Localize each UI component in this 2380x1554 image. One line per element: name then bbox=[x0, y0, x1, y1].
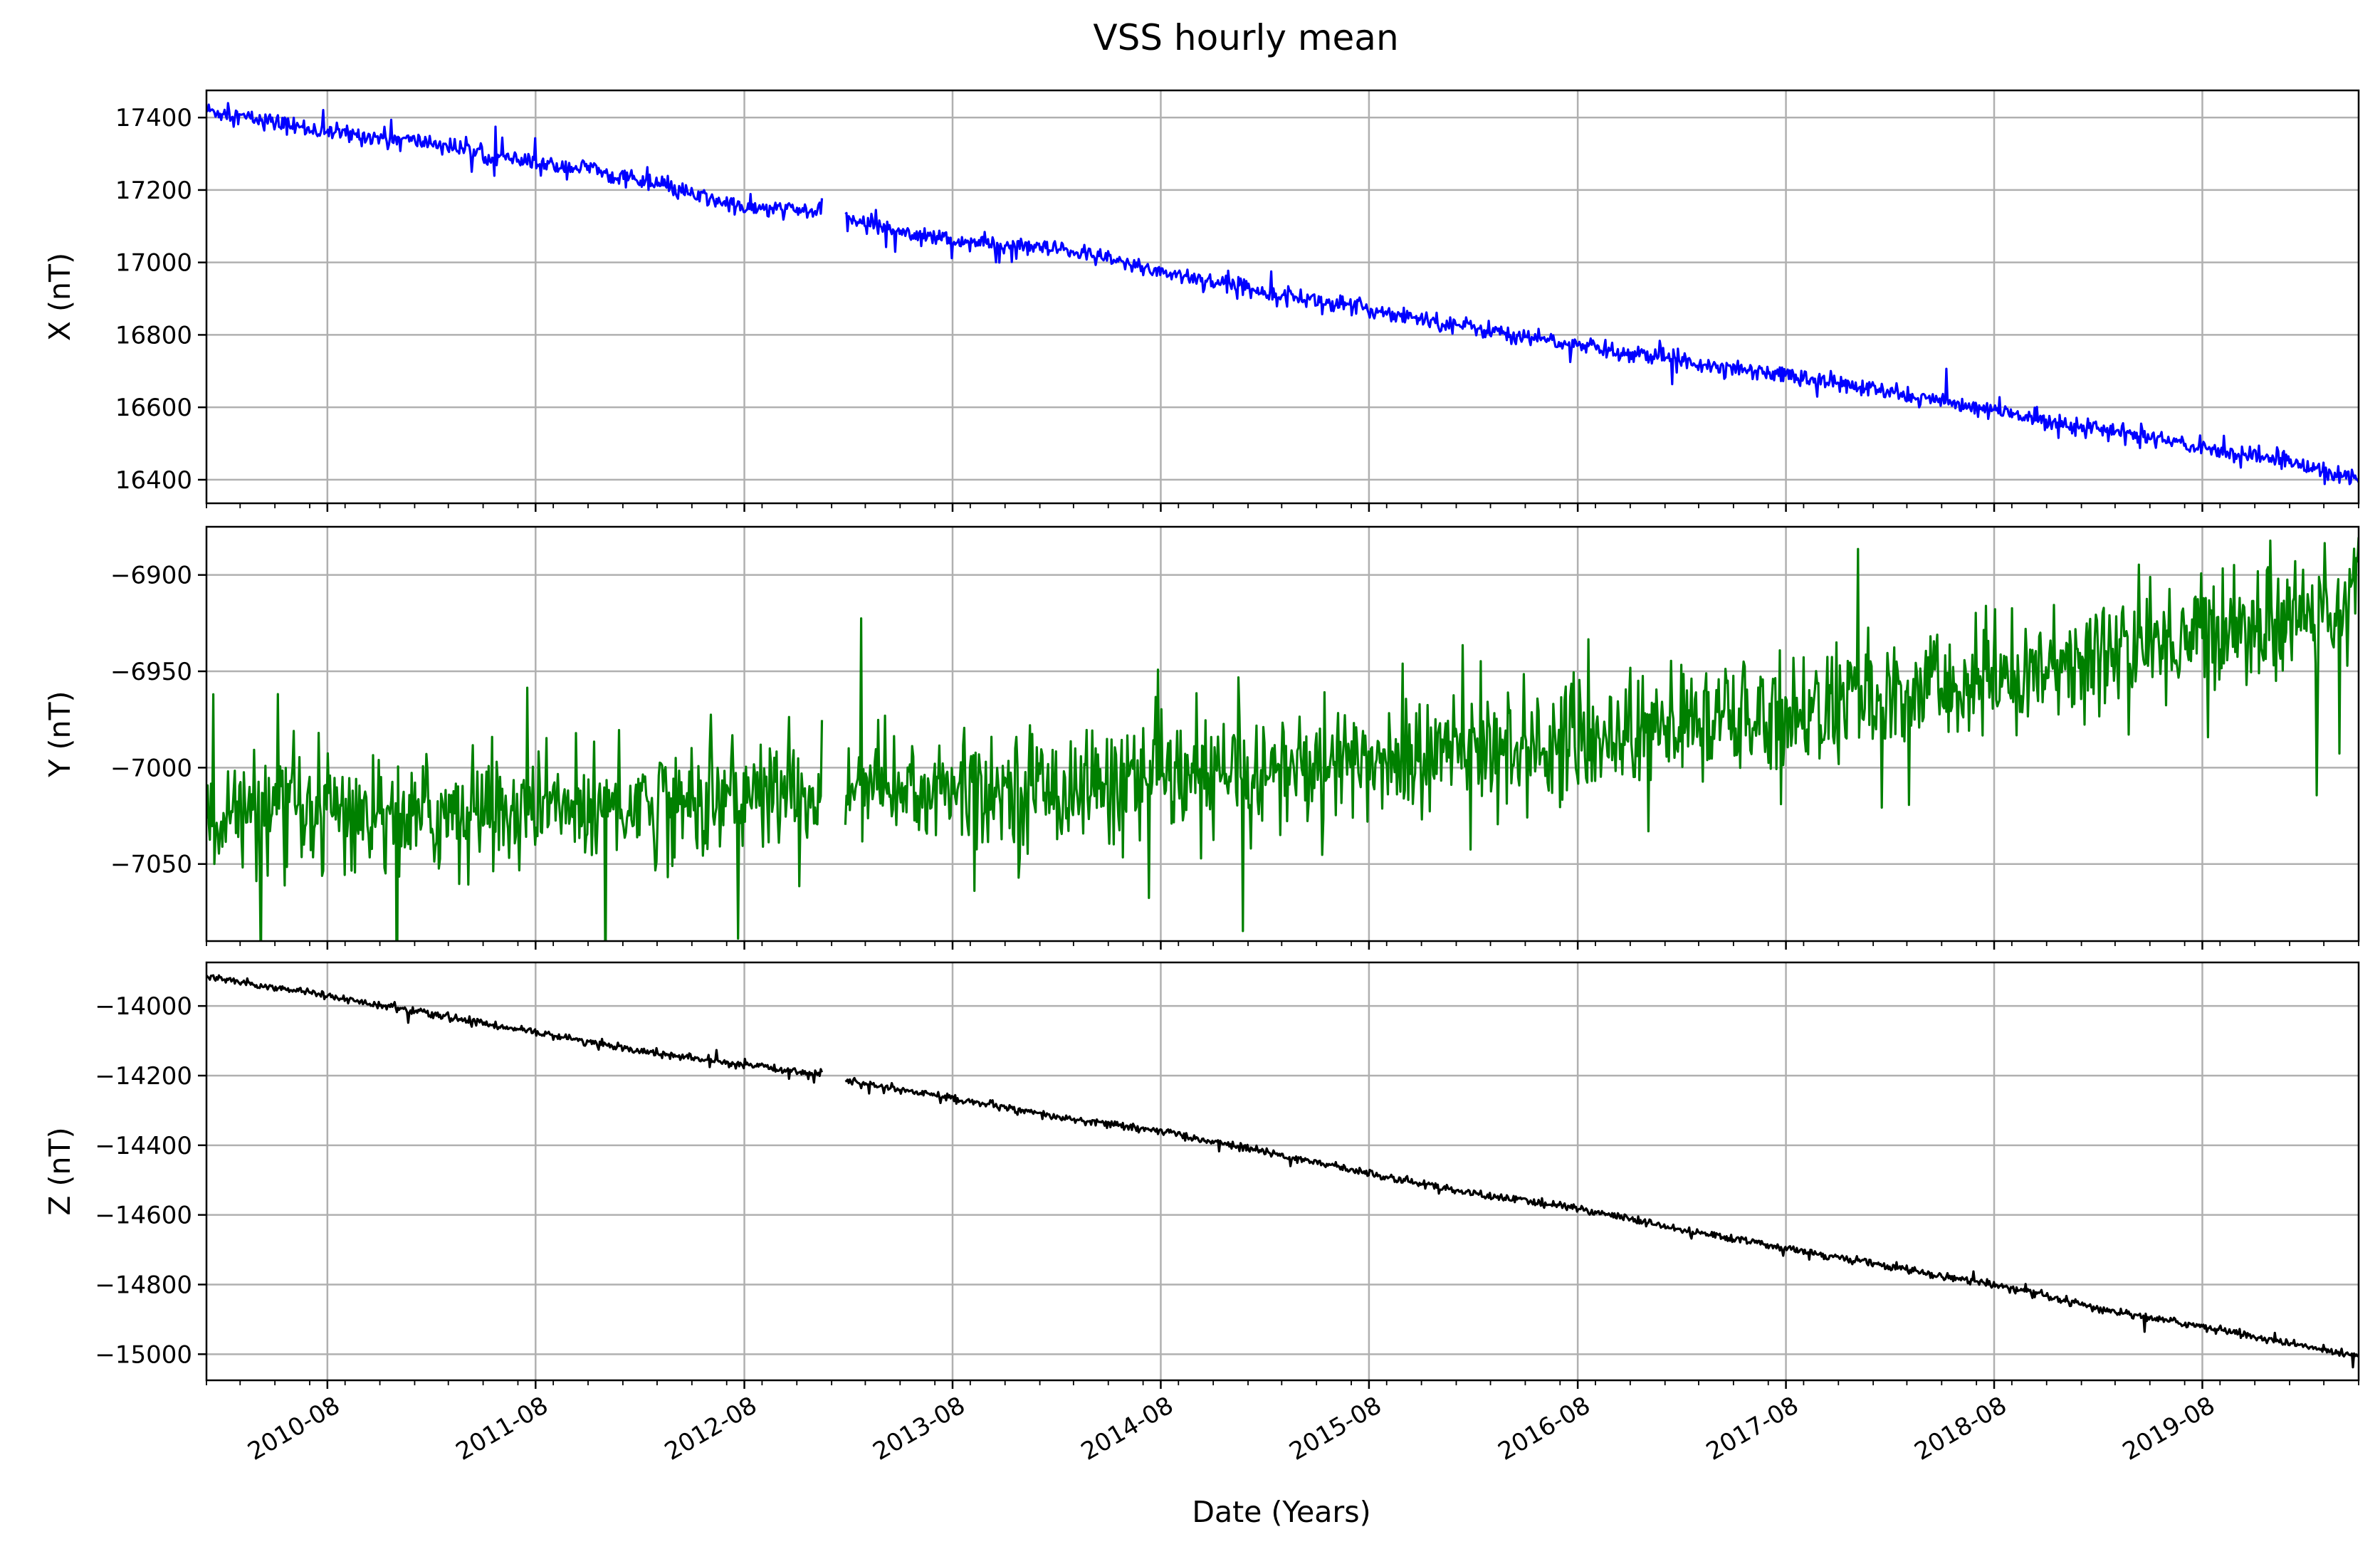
y-tick-label: −14200 bbox=[95, 1062, 192, 1091]
x-axis-label: Date (Years) bbox=[1192, 1495, 1370, 1529]
y-tick-label: 16600 bbox=[115, 394, 192, 422]
series-line bbox=[206, 102, 824, 221]
series-line bbox=[844, 537, 2359, 933]
chart-title: VSS hourly mean bbox=[1093, 17, 1398, 58]
y-tick-label: −6950 bbox=[110, 658, 192, 686]
y-tick-label: −14800 bbox=[95, 1271, 192, 1299]
series-line bbox=[844, 209, 2359, 485]
y-tick-label: 17400 bbox=[115, 104, 192, 132]
y-tick-label: −15000 bbox=[95, 1340, 192, 1369]
y-tick-label: −6900 bbox=[110, 562, 192, 590]
series-line bbox=[844, 1076, 2359, 1369]
y-tick-label: 17000 bbox=[115, 249, 192, 278]
series-line bbox=[206, 974, 824, 1084]
y-tick-label: 16800 bbox=[115, 321, 192, 350]
y-tick-label: −7000 bbox=[110, 754, 192, 782]
y-tick-label: −14400 bbox=[95, 1132, 192, 1160]
axes-frame bbox=[205, 89, 2360, 505]
y-axis-label: X (nT) bbox=[43, 253, 77, 341]
axes-frame bbox=[205, 961, 2360, 1382]
y-tick-label: 17200 bbox=[115, 177, 192, 205]
axes-frame bbox=[205, 525, 2360, 943]
y-tick-label: −14600 bbox=[95, 1202, 192, 1230]
y-tick-label: 16400 bbox=[115, 466, 192, 495]
y-tick-label: −14000 bbox=[95, 992, 192, 1021]
y-axis-label: Y (nT) bbox=[43, 691, 77, 777]
series-line bbox=[206, 686, 824, 941]
panel-1: 16400 16600 16800 17000 17200 17400 X (nT) bbox=[43, 89, 2360, 512]
y-axis-label: Z (nT) bbox=[43, 1127, 77, 1215]
panel-2: −7050 −7000 −6950 −6900 Y (nT) bbox=[43, 525, 2360, 950]
y-tick-label: −7050 bbox=[110, 851, 192, 879]
